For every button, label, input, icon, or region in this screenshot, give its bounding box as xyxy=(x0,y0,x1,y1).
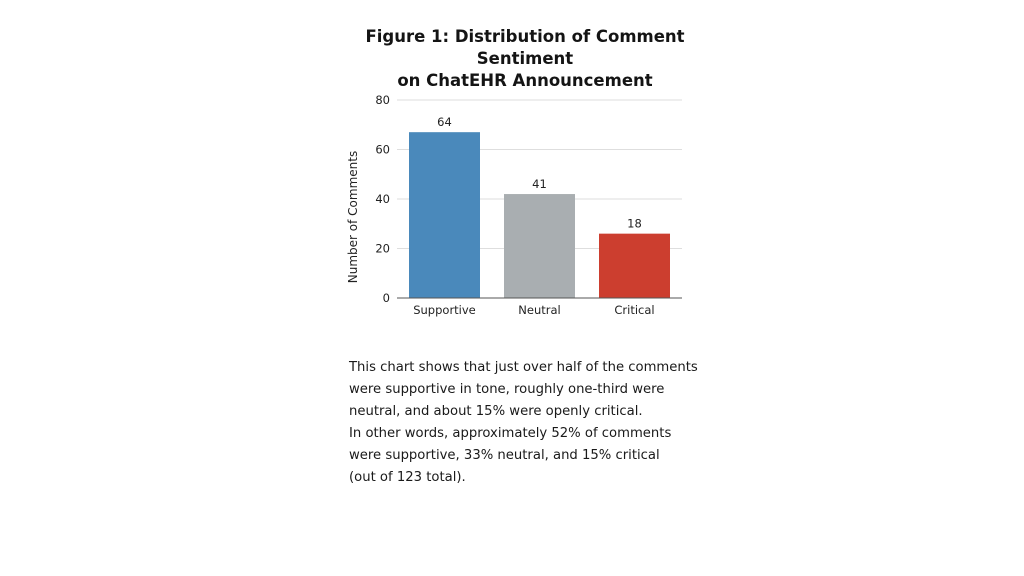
caption-line-5: were supportive, 33% neutral, and 15% cr… xyxy=(349,448,660,463)
y-tick-label: 80 xyxy=(375,93,390,107)
y-tick-label: 20 xyxy=(375,242,390,256)
chart-caption: This chart shows that just over half of … xyxy=(349,357,709,489)
caption-line-1: This chart shows that just over half of … xyxy=(349,360,698,375)
data-label-neutral: 41 xyxy=(532,177,547,191)
caption-line-2: were supportive in tone, roughly one-thi… xyxy=(349,382,665,397)
x-tick-label-neutral: Neutral xyxy=(518,303,560,317)
y-axis-label: Number of Comments xyxy=(346,151,360,283)
x-tick-label-critical: Critical xyxy=(614,303,654,317)
chart-title: Figure 1: Distribution of Comment Sentim… xyxy=(340,26,710,92)
y-axis-ticks: 0 20 40 60 80 xyxy=(375,93,390,305)
data-labels: 64 41 18 xyxy=(437,115,642,230)
x-tick-label-supportive: Supportive xyxy=(413,303,476,317)
y-tick-label: 60 xyxy=(375,143,390,157)
y-tick-label: 40 xyxy=(375,192,390,206)
data-label-supportive: 64 xyxy=(437,115,452,129)
chart-title-line-1: Figure 1: Distribution of Comment Sentim… xyxy=(365,27,685,68)
bar-neutral xyxy=(504,194,575,298)
caption-line-6: (out of 123 total). xyxy=(349,470,466,485)
bar-chart: 0 20 40 60 80 64 41 18 Supportive Neutral Critic… xyxy=(346,93,682,317)
y-tick-label: 0 xyxy=(383,291,390,305)
bar-supportive xyxy=(409,132,480,298)
data-label-critical: 18 xyxy=(627,217,642,231)
x-axis-ticks: Supportive Neutral Critical xyxy=(413,303,654,317)
bar-critical xyxy=(599,233,670,298)
caption-line-3: neutral, and about 15% were openly criti… xyxy=(349,404,643,419)
chart-title-line-2: on ChatEHR Announcement xyxy=(397,71,653,90)
bars xyxy=(409,132,670,298)
caption-line-4: In other words, approximately 52% of com… xyxy=(349,426,672,441)
